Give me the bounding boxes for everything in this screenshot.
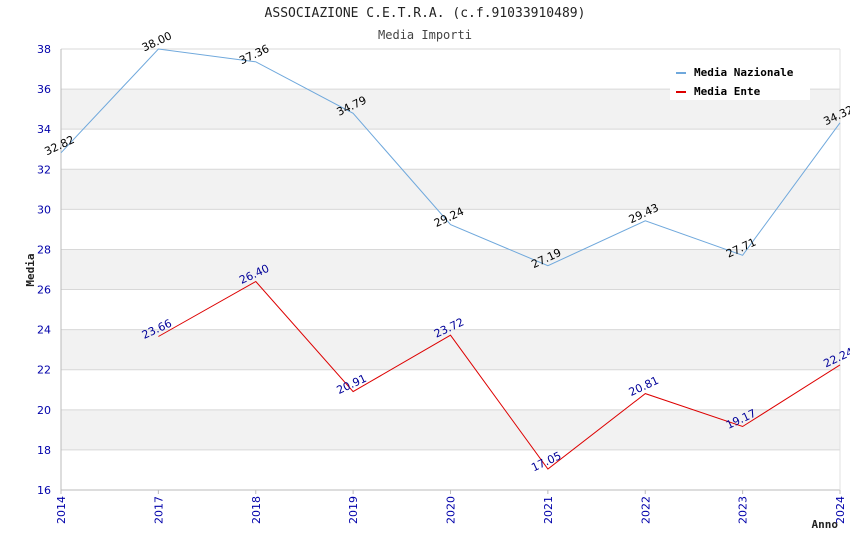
series-line <box>60 48 841 267</box>
legend-box <box>670 60 810 100</box>
y-tick-label: 18 <box>37 444 51 457</box>
legend-entry: Media Ente <box>694 85 761 98</box>
chart-title: ASSOCIAZIONE C.E.T.R.A. (c.f.91033910489… <box>264 6 586 21</box>
plot-band <box>61 329 840 370</box>
plot-bands <box>61 49 840 490</box>
x-tick-label: 2022 <box>639 496 652 524</box>
x-tick-label: 2018 <box>250 496 263 524</box>
x-tick-label: 2024 <box>834 496 847 524</box>
y-tick-label: 22 <box>37 364 51 377</box>
y-tick-label: 32 <box>37 163 51 176</box>
plot-band <box>61 369 840 410</box>
grid-lines <box>61 48 840 491</box>
y-tick-labels: 16 18 20 22 24 26 28 30 32 34 36 38 <box>37 43 51 497</box>
y-tick-label: 38 <box>37 43 51 56</box>
y-tick-label: 26 <box>37 284 51 297</box>
series-lines <box>60 48 841 470</box>
y-tick-label: 28 <box>37 243 51 256</box>
y-tick-label: 34 <box>37 123 51 136</box>
plot-band <box>61 169 840 210</box>
axes <box>60 49 841 494</box>
chart-subtitle: Media Importi <box>378 28 472 42</box>
plot-band <box>61 209 840 250</box>
series-line <box>158 280 841 470</box>
legend-entry: Media Nazionale <box>694 66 794 79</box>
y-tick-label: 36 <box>37 83 51 96</box>
x-tick-label: 2020 <box>445 496 458 524</box>
plot-band <box>61 409 840 450</box>
y-tick-label: 24 <box>37 324 51 337</box>
x-tick-labels: 2014 2017 2018 2019 2020 2021 2022 2023 2024 <box>55 496 847 524</box>
x-tick-label: 2021 <box>542 496 555 524</box>
plot-band <box>61 129 840 170</box>
y-tick-label: 16 <box>37 484 51 497</box>
plot-band <box>61 289 840 330</box>
plot-band <box>61 249 840 290</box>
y-axis-label: Media <box>24 253 37 286</box>
x-tick-label: 2014 <box>55 496 68 524</box>
x-axis-label: Anno <box>812 518 839 531</box>
y-tick-label: 20 <box>37 404 51 417</box>
legend: Media Nazionale Media Ente <box>670 60 810 100</box>
x-tick-label: 2017 <box>152 496 165 524</box>
x-tick-label: 2019 <box>347 496 360 524</box>
y-tick-label: 30 <box>37 203 51 216</box>
plot-band <box>61 449 840 490</box>
x-tick-label: 2023 <box>737 496 750 524</box>
